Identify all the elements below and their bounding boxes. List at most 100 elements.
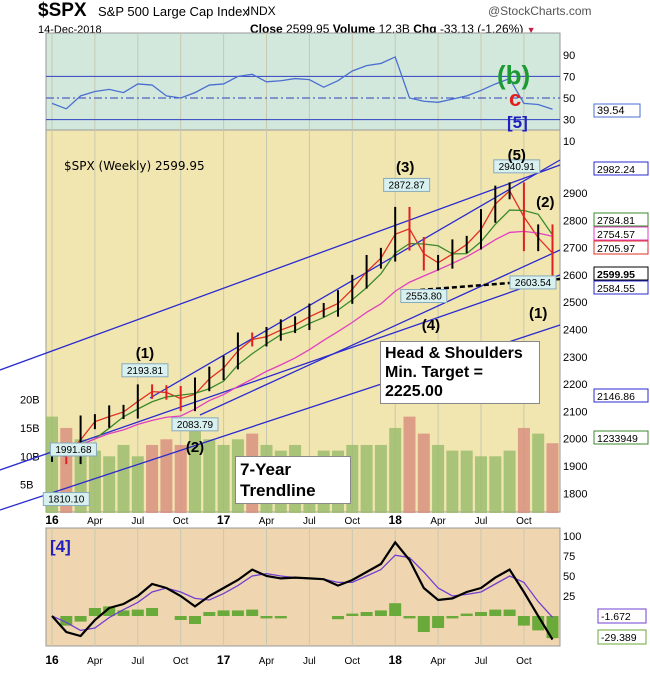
price-label: 2553.80 xyxy=(406,292,443,303)
price-label-box xyxy=(49,442,97,457)
volume-bar xyxy=(160,439,173,513)
x-tick-label: 17 xyxy=(217,653,231,667)
right-value-label: 1233949 xyxy=(597,433,638,445)
trendline xyxy=(199,249,561,416)
histogram-bar xyxy=(460,613,473,616)
wave-label-c: c xyxy=(509,86,521,111)
histogram-bar xyxy=(403,616,416,619)
right-value-box xyxy=(593,430,649,445)
price-tick: 2100 xyxy=(563,406,587,418)
wave-label: (2) xyxy=(536,194,554,211)
histogram-bar xyxy=(417,616,430,632)
histogram-bar xyxy=(203,612,216,616)
price-tick: 2500 xyxy=(563,297,587,309)
price-label: 1991.68 xyxy=(55,445,92,456)
x-tick-label: Apr xyxy=(430,656,446,667)
price-label: 2193.81 xyxy=(127,366,164,377)
right-value-label: 2705.97 xyxy=(597,243,635,255)
right-value-box xyxy=(593,212,649,227)
price-label-box xyxy=(42,492,90,507)
rsi-line xyxy=(51,56,553,110)
x-tick-label: Oct xyxy=(345,516,361,527)
histogram-bar xyxy=(74,616,87,622)
right-value-label: 2754.57 xyxy=(597,229,635,241)
histogram-bar xyxy=(88,608,101,616)
volume-bar xyxy=(489,456,502,513)
right-value-label: 2784.81 xyxy=(597,215,635,227)
x-tick-label: Jul xyxy=(303,516,316,527)
price-label: 2940.91 xyxy=(499,162,536,173)
histogram-bar xyxy=(360,612,373,616)
oscillator-line xyxy=(51,540,554,641)
x-tick-label: Apr xyxy=(259,656,275,667)
x-tick-label: Apr xyxy=(87,516,103,527)
moving-average xyxy=(51,209,554,457)
price-tick: 2300 xyxy=(563,352,587,364)
panel-label: [4] xyxy=(50,537,71,556)
volume-bar xyxy=(517,427,530,513)
osc-value-label: -29.389 xyxy=(601,632,637,644)
price-label: 2603.54 xyxy=(515,278,552,289)
volume-bar xyxy=(103,456,116,513)
x-tick-label: Apr xyxy=(259,516,275,527)
x-tick-label: Jul xyxy=(303,656,316,667)
osc-value-box xyxy=(597,629,647,645)
histogram-bar xyxy=(146,608,159,616)
right-value-box xyxy=(593,266,649,281)
x-tick-label: Oct xyxy=(173,656,189,667)
hs-note: Head & Shoulders Min. Target = 2225.00 xyxy=(380,341,540,404)
price-tick: 2700 xyxy=(563,243,587,255)
right-value-box xyxy=(593,388,649,403)
x-tick-label: Jul xyxy=(475,656,488,667)
x-tick-label: Jul xyxy=(475,516,488,527)
x-tick-label: 18 xyxy=(389,653,403,667)
x-tick-label: Jul xyxy=(131,656,144,667)
wave-label: (3) xyxy=(396,159,414,176)
volume-tick: 10B xyxy=(20,451,40,463)
wave-label: (1) xyxy=(136,345,154,362)
right-value-box xyxy=(593,280,649,295)
symbol: $SPX xyxy=(38,0,87,21)
wave-label-5: [5] xyxy=(507,113,528,132)
right-value-box xyxy=(593,226,649,241)
volume-bar xyxy=(532,433,545,513)
histogram-bar xyxy=(503,609,516,616)
osc-tick: 75 xyxy=(563,551,575,563)
price-label: 2083.79 xyxy=(177,420,214,431)
right-value-box xyxy=(593,161,649,176)
volume-bar xyxy=(403,416,416,513)
x-tick-label: 16 xyxy=(45,653,59,667)
right-value-label: 2584.55 xyxy=(597,283,635,295)
price-label-box xyxy=(171,417,219,432)
rsi-tick: 50 xyxy=(563,93,575,105)
price-tick: 2200 xyxy=(563,379,587,391)
volume-bar xyxy=(146,444,159,513)
x-tick-label: Oct xyxy=(516,656,532,667)
histogram-bar xyxy=(174,616,187,620)
trendline-note: 7-Year Trendline xyxy=(235,456,351,504)
price-tick: 2400 xyxy=(563,325,587,337)
down-triangle-icon: ▼ xyxy=(526,25,536,35)
histogram-bar xyxy=(374,610,387,616)
volume-tick: 5B xyxy=(20,480,33,492)
volume-bar xyxy=(217,444,230,513)
rsi-tick: 30 xyxy=(563,115,575,127)
rsi-tick: 90 xyxy=(563,50,575,62)
volume-bar xyxy=(546,443,559,513)
histogram-bar xyxy=(231,610,244,616)
osc-value-box xyxy=(597,608,647,624)
trendline xyxy=(0,274,561,471)
trendline xyxy=(149,159,561,399)
osc-tick: 50 xyxy=(563,571,575,583)
price-label-box xyxy=(493,159,541,174)
rsi-tick: 70 xyxy=(563,71,575,83)
exchange: INDX xyxy=(247,4,276,18)
histogram-bar xyxy=(517,616,530,626)
rsi-last-box xyxy=(593,103,641,118)
volume-bar xyxy=(503,450,516,513)
histogram-bar xyxy=(274,616,287,619)
volume-bar xyxy=(389,427,402,513)
histogram-bar xyxy=(131,609,144,616)
x-tick-label: Oct xyxy=(173,516,189,527)
